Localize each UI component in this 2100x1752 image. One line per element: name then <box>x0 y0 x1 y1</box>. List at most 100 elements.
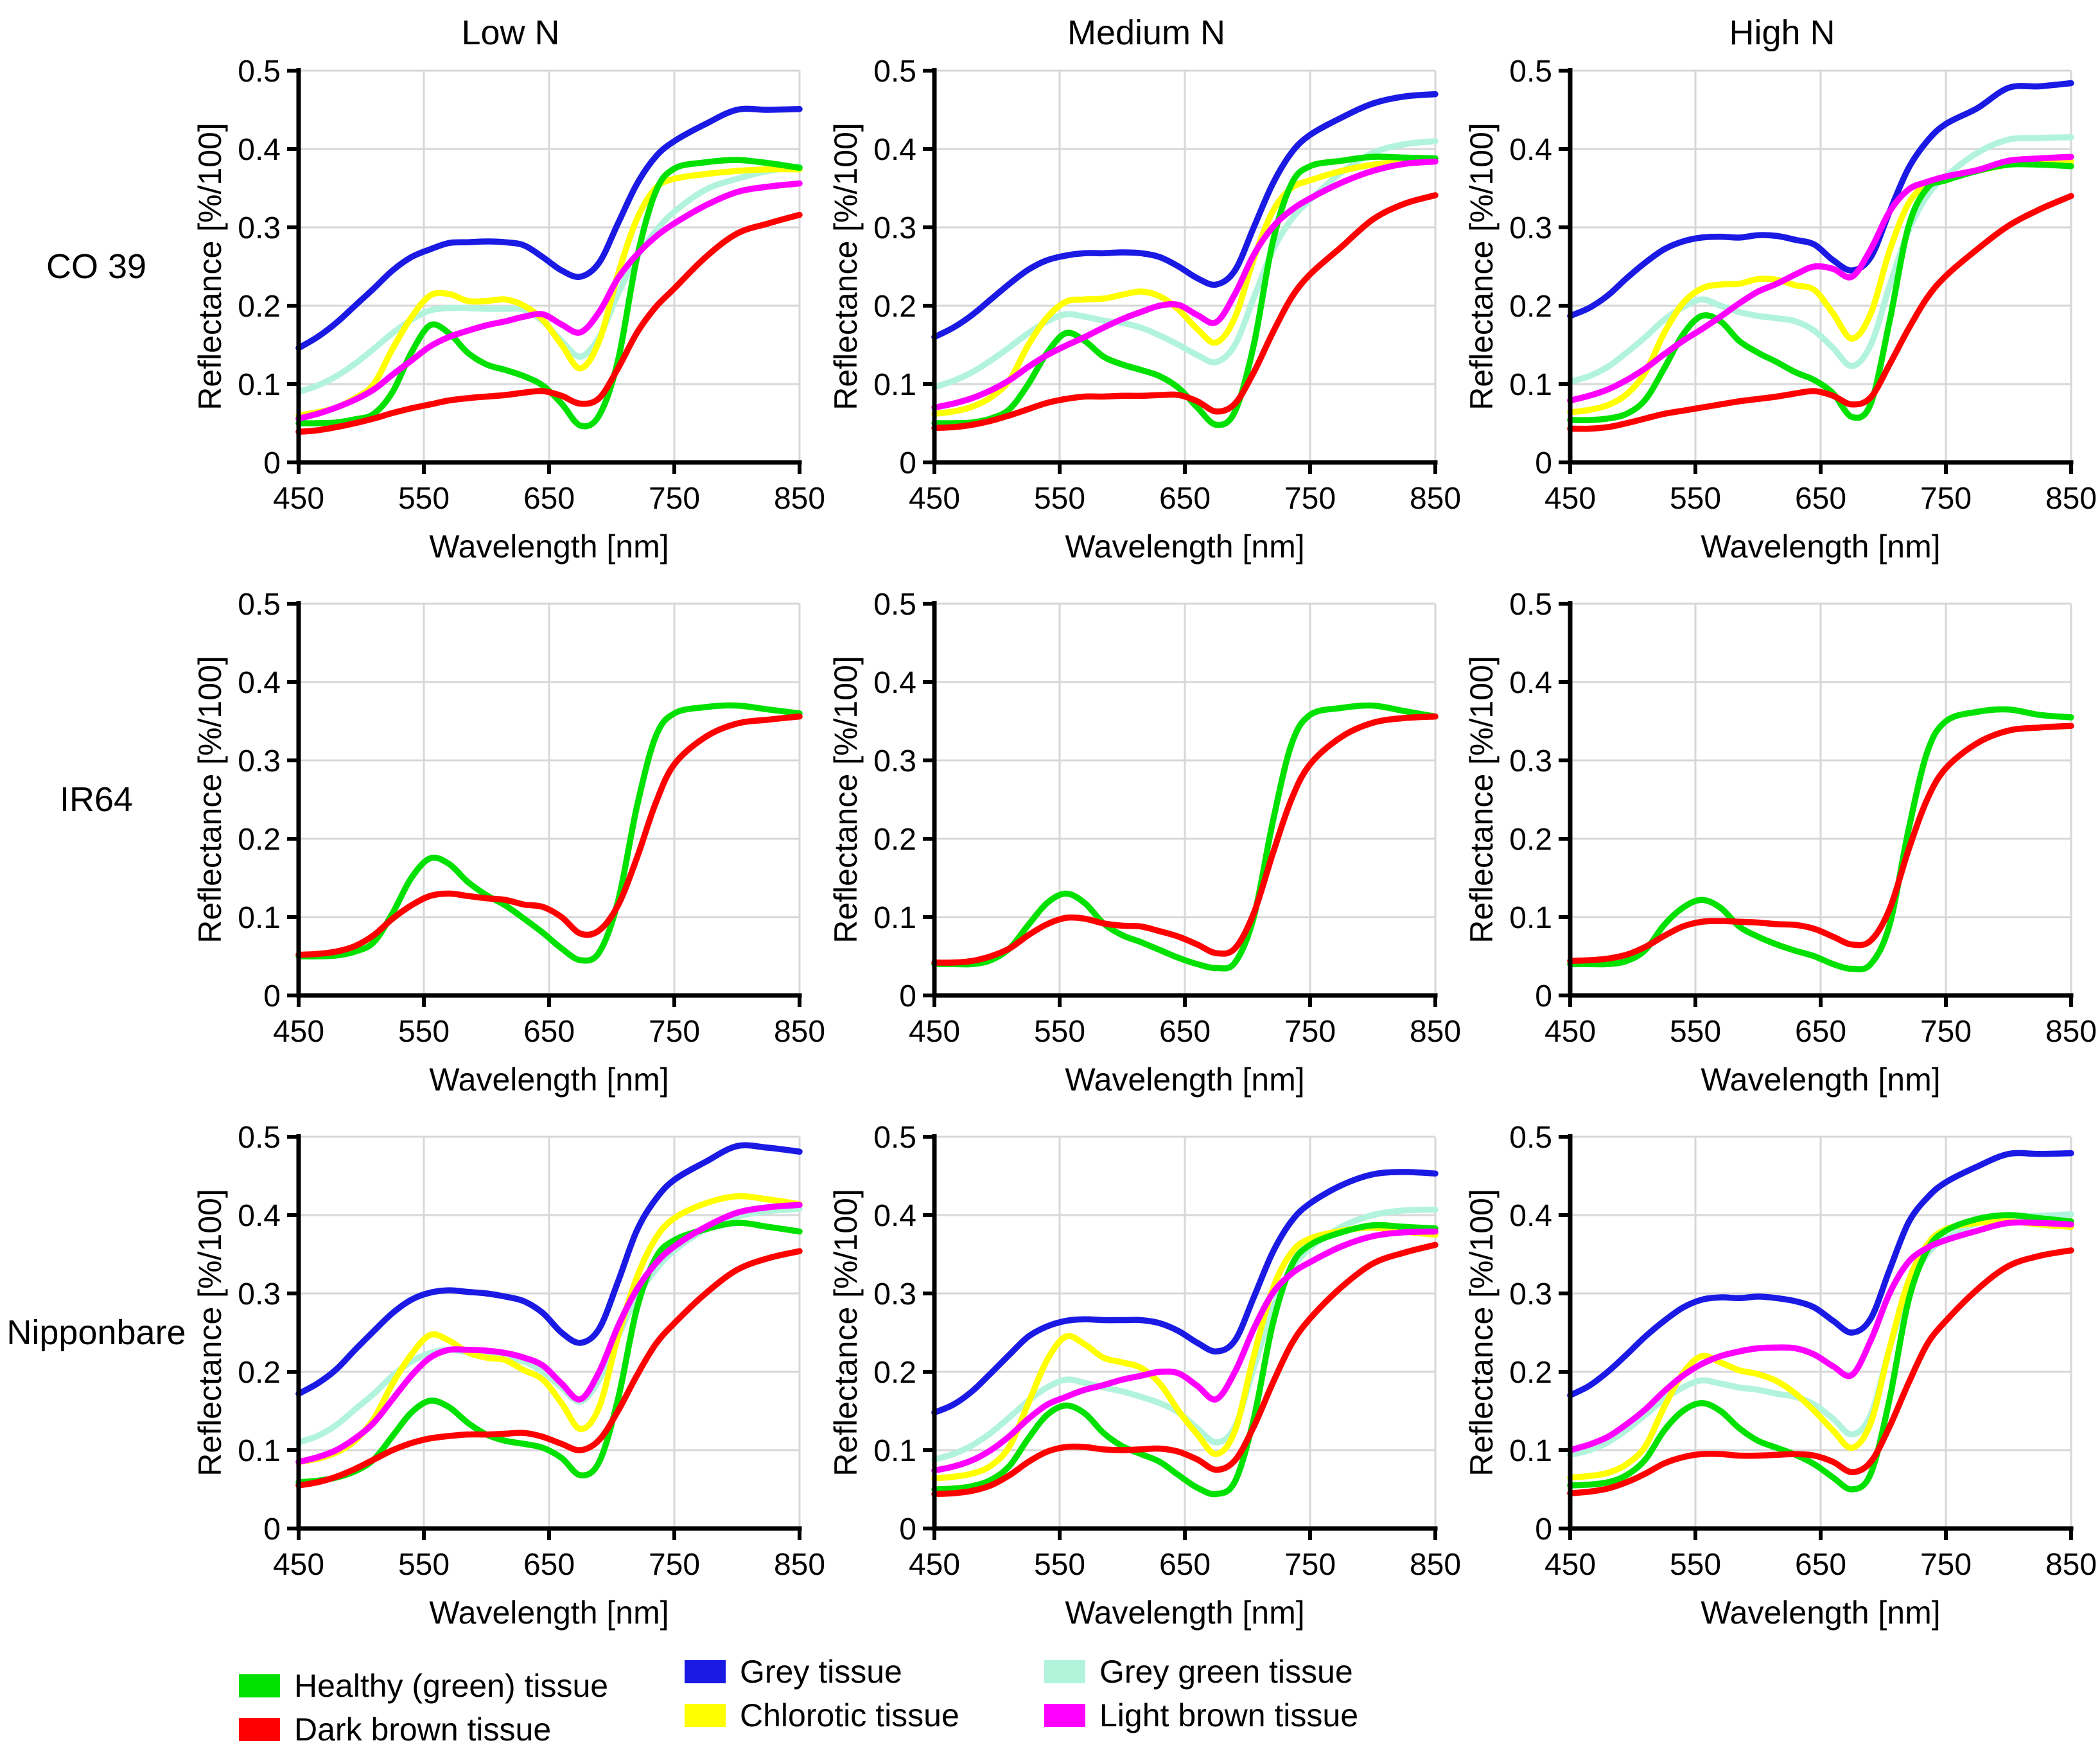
legend-item-grey: Grey tissue <box>685 1656 902 1688</box>
x-tick-label: 450 <box>909 482 960 516</box>
legend-swatch-dark-brown <box>239 1718 280 1741</box>
y-tick-label: 0.2 <box>238 823 281 857</box>
legend-item-chlorotic: Chlorotic tissue <box>685 1699 959 1731</box>
x-axis-title: Wavelength [nm] <box>1701 1595 1940 1631</box>
x-tick-label: 450 <box>1544 1548 1596 1582</box>
y-tick-label: 0.2 <box>1509 290 1552 324</box>
series-dark-brown-line <box>931 192 1439 432</box>
y-tick-label: 0 <box>899 979 916 1013</box>
x-tick-label: 550 <box>1034 1548 1085 1582</box>
titles-corner-spacer <box>0 0 193 51</box>
x-tick-label: 450 <box>909 1015 960 1049</box>
row-label-co39: CO 39 <box>46 247 147 286</box>
x-tick-label: 450 <box>1544 482 1596 516</box>
x-tick-label: 450 <box>273 1015 324 1049</box>
legend-swatch-light-brown <box>1044 1704 1085 1727</box>
y-tick-label: 0.1 <box>873 368 916 402</box>
y-axis-title: Reflectance [%/100] <box>1464 123 1500 410</box>
y-tick-label: 0.4 <box>1509 133 1552 167</box>
legend-swatch-healthy <box>239 1674 280 1697</box>
x-axis-title: Wavelength [nm] <box>1065 529 1304 565</box>
series-healthy-line <box>1567 161 2074 424</box>
x-tick-label: 750 <box>649 482 700 516</box>
x-tick-label: 750 <box>1284 482 1336 516</box>
chart-ir64-medium-n: 0 0.1 0.2 0.3 0.4 0.5 450 550 650 750 850 Reflectan… <box>828 588 1461 1098</box>
y-tick-label: 0.2 <box>238 290 281 324</box>
series-grey-line <box>1567 80 2074 319</box>
x-tick-label: 750 <box>1284 1548 1336 1582</box>
y-tick-label: 0.2 <box>1509 1356 1552 1390</box>
series-dark-brown-line <box>295 211 803 435</box>
y-tick-label: 0.2 <box>1509 823 1552 857</box>
x-tick-label: 850 <box>1410 1015 1461 1049</box>
chart-co39-high-n: 0 0.1 0.2 0.3 0.4 0.5 450 550 650 750 850 Reflectan… <box>1464 55 2097 565</box>
x-tick-label: 750 <box>1284 1015 1336 1049</box>
y-tick-label: 0.5 <box>238 588 281 622</box>
x-tick-label: 850 <box>774 482 825 516</box>
y-tick-label: 0 <box>899 1512 916 1546</box>
y-tick-label: 0 <box>263 446 281 480</box>
y-tick-label: 0.4 <box>873 666 916 700</box>
x-tick-label: 650 <box>523 1548 575 1582</box>
x-tick-label: 550 <box>1034 482 1085 516</box>
series-dark-brown-line <box>1567 1247 2074 1496</box>
y-tick-label: 0.4 <box>238 1199 281 1233</box>
y-tick-label: 0.3 <box>238 744 281 778</box>
x-tick-label: 650 <box>523 482 575 516</box>
x-tick-label: 650 <box>1795 482 1846 516</box>
legend-label-dark-brown: Dark brown tissue <box>294 1712 552 1748</box>
row-label-ir64: IR64 <box>59 780 134 819</box>
x-tick-label: 750 <box>1920 1015 1972 1049</box>
y-tick-label: 0.4 <box>873 1199 916 1233</box>
y-tick-label: 0.1 <box>238 901 281 935</box>
series-dark-brown-line <box>931 713 1439 966</box>
y-tick-label: 0.4 <box>238 133 281 167</box>
series-grey-green-line <box>295 163 803 395</box>
y-tick-label: 0.5 <box>873 55 916 89</box>
y-tick-label: 0.3 <box>873 211 916 245</box>
y-axis-title: Reflectance [%/100] <box>193 1189 228 1476</box>
y-tick-label: 0.1 <box>1509 901 1552 935</box>
x-axis-title: Wavelength [nm] <box>1065 1595 1304 1631</box>
y-tick-label: 0.4 <box>1509 1199 1552 1233</box>
series-light-brown-line <box>295 180 803 422</box>
y-tick-label: 0 <box>1535 1512 1552 1546</box>
y-axis-title: Reflectance [%/100] <box>193 656 228 943</box>
series-healthy-line <box>295 702 803 964</box>
y-tick-label: 0.1 <box>873 901 916 935</box>
y-tick-label: 0.5 <box>873 588 916 622</box>
column-title-high-n: High N <box>1729 13 1835 52</box>
series-chlorotic-line <box>931 1224 1439 1482</box>
series-light-brown-line <box>1567 1219 2074 1453</box>
y-tick-label: 0.5 <box>1509 588 1552 622</box>
y-tick-label: 0.3 <box>1509 211 1552 245</box>
series-healthy-line <box>931 1222 1439 1498</box>
series-light-brown-line <box>931 1228 1439 1474</box>
y-tick-label: 0.1 <box>1509 368 1552 402</box>
legend-item-dark-brown: Dark brown tissue <box>239 1713 551 1746</box>
x-tick-label: 550 <box>398 1015 450 1049</box>
series-grey-green-line <box>295 1205 803 1446</box>
y-tick-label: 0.5 <box>1509 1121 1552 1155</box>
legend-label-chlorotic: Chlorotic tissue <box>740 1697 959 1733</box>
legend: Healthy (green) tissue Dark brown tissue… <box>0 1651 2100 1752</box>
x-tick-label: 450 <box>273 1548 324 1582</box>
chart-nipponbare-high-n: 0 0.1 0.2 0.3 0.4 0.5 450 550 650 750 850 Reflectan… <box>1464 1121 2097 1631</box>
x-tick-label: 650 <box>1795 1548 1846 1582</box>
y-tick-label: 0.5 <box>1509 55 1552 89</box>
series-healthy-line <box>295 157 803 430</box>
legend-label-grey-green: Grey green tissue <box>1099 1654 1353 1690</box>
x-axis-title: Wavelength [nm] <box>1701 529 1940 565</box>
x-tick-label: 550 <box>398 1548 450 1582</box>
chart-nipponbare-low-n: 0 0.1 0.2 0.3 0.4 0.5 450 550 650 750 850 Reflectan… <box>193 1121 825 1631</box>
x-tick-label: 650 <box>523 1015 575 1049</box>
y-tick-label: 0 <box>263 979 281 1013</box>
chart-nipponbare-medium-n: 0 0.1 0.2 0.3 0.4 0.5 450 550 650 750 850 Reflectan… <box>828 1121 1461 1631</box>
y-tick-label: 0 <box>263 1512 281 1546</box>
y-axis-title: Reflectance [%/100] <box>828 1189 864 1476</box>
y-tick-label: 0.4 <box>238 666 281 700</box>
y-tick-label: 0.1 <box>1509 1434 1552 1468</box>
x-tick-label: 850 <box>774 1015 825 1049</box>
legend-label-healthy: Healthy (green) tissue <box>294 1668 609 1704</box>
